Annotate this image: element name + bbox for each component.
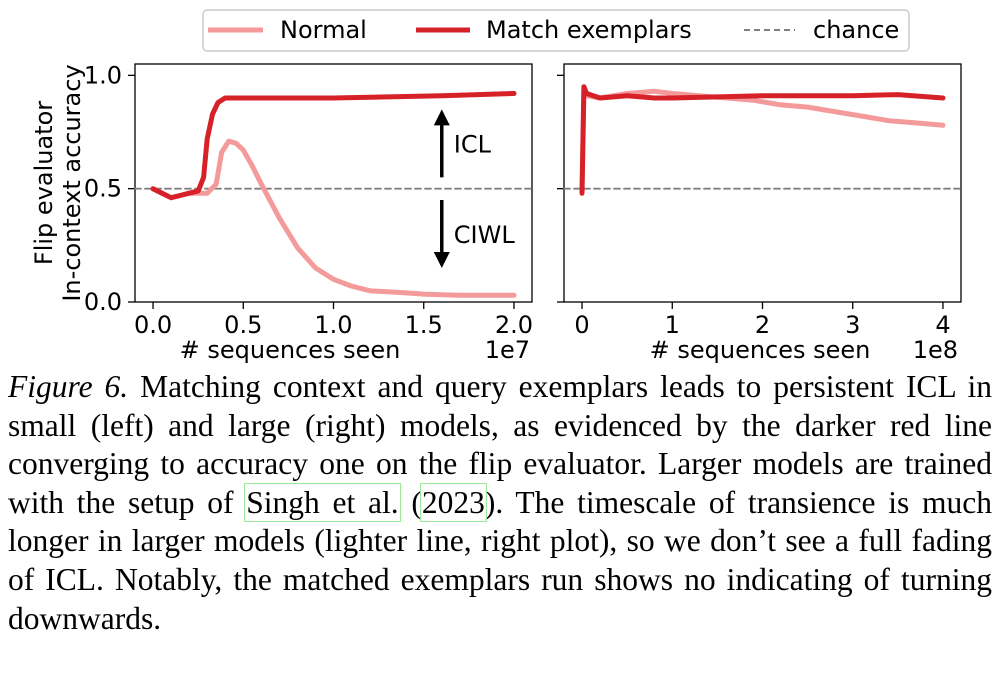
icl-annotation-label: ICL	[454, 130, 492, 158]
legend: Normal Match exemplars chance	[202, 9, 910, 52]
legend-label-normal: Normal	[280, 16, 367, 44]
right-x-offset: 1e8	[913, 336, 958, 364]
legend-label-match: Match exemplars	[486, 16, 692, 44]
figure-caption: Figure 6. Matching context and query exe…	[8, 368, 992, 638]
right-series	[563, 84, 962, 196]
right-panel: 0 1 2 3 4 # sequences seen 1e8	[557, 63, 962, 364]
left-x-tick-label: 0.5	[224, 311, 262, 339]
left-y-tick-label: 0.5	[84, 175, 122, 203]
figure: Normal Match exemplars chance 0.0 0.5 1.0 1…	[30, 9, 962, 364]
legend-frame	[202, 9, 910, 52]
left-panel: 0.0 0.5 1.0 1.5 2.0 0.0 0.5 1.0 ICL CIWL # seque…	[30, 61, 533, 364]
left-x-tick-label: 2.0	[495, 311, 533, 339]
left-x-tick-label: 0.0	[134, 311, 172, 339]
citation-open-paren: (	[398, 484, 422, 520]
left-series-match-exemplars	[150, 91, 517, 201]
right-ticks: 0 1 2 3 4	[557, 74, 951, 339]
caption-text-1: Matching context and query exemplars lea…	[8, 369, 992, 520]
left-series	[134, 91, 533, 298]
left-y-tick-label: 0.0	[84, 288, 122, 316]
ylabel-line-1: Flip evaluator	[30, 101, 58, 265]
citation-year-link[interactable]: 2023	[419, 482, 487, 522]
ciwl-arrow-head	[433, 252, 450, 268]
right-series-match-exemplars	[579, 84, 946, 196]
right-x-tick-label: 4	[935, 311, 950, 339]
caption-label: Figure 6.	[8, 369, 129, 404]
left-xlabel: # sequences seen	[180, 336, 401, 364]
legend-label-chance: chance	[813, 16, 899, 44]
left-ticks: 0.0 0.5 1.0 1.5 2.0 0.0 0.5 1.0	[84, 61, 533, 339]
citation-authors-link[interactable]: Singh et al.	[244, 482, 401, 522]
ylabel-line-2: In-context accuracy	[58, 64, 86, 301]
left-x-tick-label: 1.0	[314, 311, 352, 339]
citation-close-paren: )	[484, 484, 496, 520]
right-x-tick-label: 3	[845, 311, 860, 339]
right-x-tick-label: 1	[665, 311, 680, 339]
left-annotations: ICL CIWL	[433, 109, 516, 268]
left-x-tick-label: 1.5	[405, 311, 443, 339]
icl-arrow-head	[433, 109, 450, 126]
caption-text-2: . The timescale of transience is much lo…	[8, 484, 992, 636]
left-y-tick-label: 1.0	[84, 61, 122, 89]
ciwl-annotation-label: CIWL	[454, 221, 516, 249]
right-x-tick-label: 0	[574, 311, 589, 339]
right-x-tick-label: 2	[755, 311, 770, 339]
right-series-normal	[579, 88, 946, 196]
right-xlabel: # sequences seen	[650, 336, 871, 364]
left-x-offset: 1e7	[485, 336, 530, 364]
